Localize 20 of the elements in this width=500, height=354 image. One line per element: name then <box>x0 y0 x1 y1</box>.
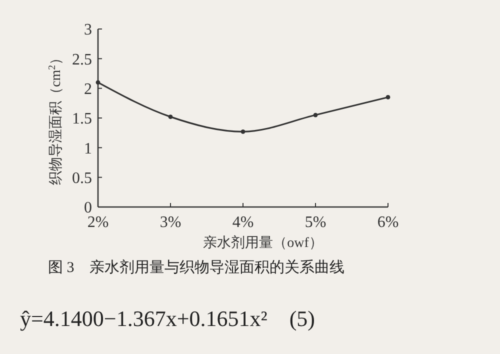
point <box>386 95 390 100</box>
x-tick-label: 2% <box>87 214 109 231</box>
point <box>240 129 246 134</box>
point <box>96 80 100 85</box>
y-tick-label: 1.5 <box>72 110 92 128</box>
x-tick-label: 3% <box>160 214 182 231</box>
y-tick-label: 0.5 <box>72 170 92 187</box>
x-tick-label: 6% <box>377 214 399 231</box>
x-tick-label: 5% <box>304 214 326 231</box>
point <box>168 114 173 120</box>
text: ŷ=4.1400−1.367x+0.1651x² (5) <box>20 306 315 331</box>
y-tick-label: 0 <box>84 200 92 217</box>
point <box>313 112 318 118</box>
x-axis-title: 亲水剂用量（owf） <box>203 235 323 251</box>
y-tick-label: 1 <box>84 140 92 158</box>
y-tick-label: 2.5 <box>72 51 92 68</box>
y-tick-label: 2 <box>84 80 92 98</box>
y-tick-label: 3 <box>84 22 92 39</box>
caption: 图 3 亲水剂用量与织物导湿面积的关系曲线 <box>48 259 344 276</box>
x-tick-label: 4% <box>232 214 254 231</box>
